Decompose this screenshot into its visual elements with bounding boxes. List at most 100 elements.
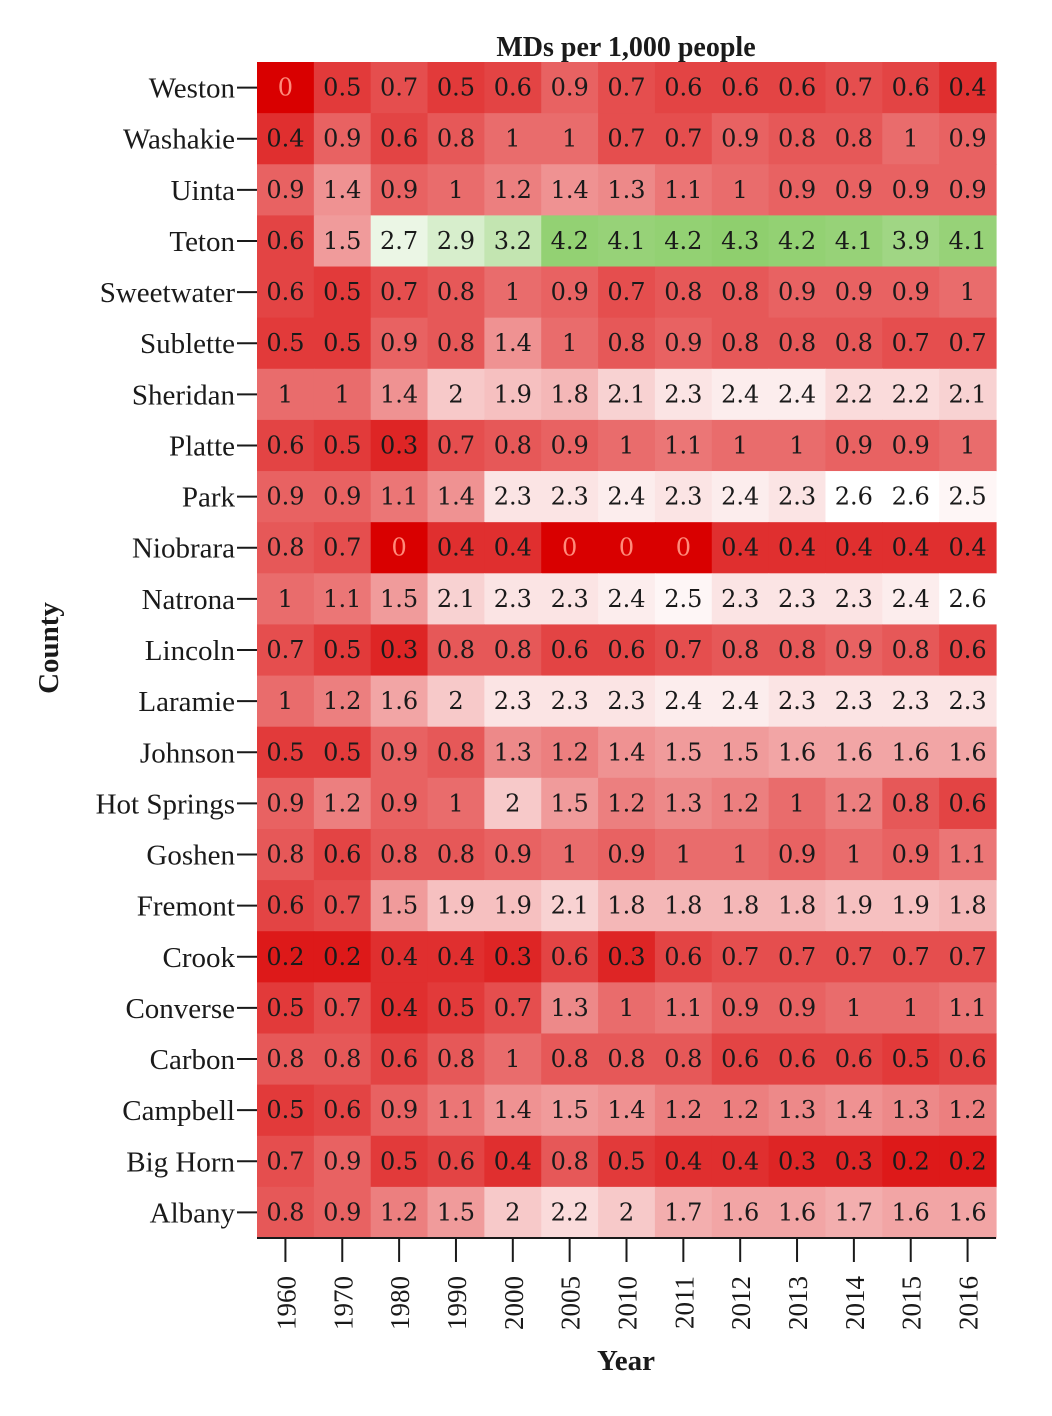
heatmap-cell <box>370 880 429 932</box>
cell-value-label: 0.7 <box>778 943 816 971</box>
cell-value-label: 2.3 <box>551 483 589 511</box>
heatmap-cell <box>939 828 997 881</box>
cell-value-label: 0.6 <box>266 892 304 920</box>
heatmap-cell <box>427 1135 485 1188</box>
heatmap-cell <box>939 1084 997 1137</box>
cell-value-label: 2.3 <box>778 687 816 715</box>
cell-value-label: 0.4 <box>948 74 986 102</box>
heatmap-cell <box>598 777 656 830</box>
cell-value-label: 2.3 <box>835 585 873 613</box>
cell-value-label: 0.9 <box>323 1147 361 1175</box>
heatmap-cell <box>939 880 997 932</box>
heatmap-cell <box>882 164 940 216</box>
heatmap-cell <box>711 1135 770 1188</box>
heatmap-cell <box>654 164 713 216</box>
cell-value-label: 1.2 <box>551 738 589 766</box>
heatmap-cell <box>882 368 940 421</box>
heatmap-cell <box>484 931 542 983</box>
cell-value-label: 0.6 <box>607 636 645 664</box>
cell-value-label: 0.5 <box>607 1147 645 1175</box>
heatmap-cell <box>711 828 770 881</box>
cell-value-label: 0.4 <box>664 1147 702 1175</box>
cell-value-label: 0.6 <box>664 74 702 102</box>
cell-value-label: 1.7 <box>664 1198 702 1226</box>
cell-value-label: 2.4 <box>778 380 816 408</box>
heatmap-cell <box>711 573 770 626</box>
chart-title: MDs per 1,000 people <box>496 32 755 63</box>
heatmap-cell <box>711 1033 770 1086</box>
county-label: Johnson <box>140 737 236 769</box>
cell-value-label: 1.9 <box>494 380 532 408</box>
cell-value-label: 0.7 <box>607 278 645 306</box>
cell-value-label: 1.4 <box>835 1096 873 1124</box>
heatmap-cell <box>370 1186 429 1239</box>
cell-value-label: 2.2 <box>551 1198 589 1226</box>
heatmap-cell <box>654 368 713 421</box>
cell-value-label: 0.9 <box>721 125 759 153</box>
heatmap-cell <box>939 62 997 114</box>
y-axis-title: County <box>33 602 65 694</box>
heatmap-cell <box>711 675 770 728</box>
heatmap-cell <box>313 828 372 881</box>
year-label: 2013 <box>783 1276 813 1330</box>
cell-value-label: 0.5 <box>892 1045 930 1073</box>
cell-value-label: 0.7 <box>323 994 361 1022</box>
heatmap-cell <box>598 1033 656 1086</box>
cell-value-label: 1.4 <box>607 738 645 766</box>
cell-value-label: 0.8 <box>494 636 532 664</box>
cell-value-label: 0.5 <box>437 994 475 1022</box>
heatmap-cell <box>654 828 713 881</box>
cell-value-label: 0.9 <box>494 841 532 869</box>
heatmap-cell <box>882 982 940 1035</box>
heatmap-cell <box>939 1033 997 1086</box>
cell-value-label: 1.9 <box>892 892 930 920</box>
heatmap-cell <box>313 880 372 932</box>
cell-value-label: 0.9 <box>835 176 873 204</box>
cell-value-label: 0.2 <box>323 943 361 971</box>
cell-value-label: 1.9 <box>835 892 873 920</box>
heatmap-cell <box>427 1186 485 1239</box>
heatmap-cell <box>484 726 542 779</box>
heatmap-cell <box>313 982 372 1035</box>
heatmap-cell <box>711 624 770 677</box>
cell-value-label: 1.6 <box>380 687 418 715</box>
cell-value-label: 0.9 <box>778 994 816 1022</box>
year-label: 1970 <box>328 1276 358 1330</box>
heatmap-cell <box>257 1084 315 1137</box>
heatmap-cell <box>939 777 997 830</box>
heatmap-cell <box>370 1135 429 1188</box>
heatmap-cell <box>825 113 883 165</box>
cell-value-label: 1.8 <box>721 892 759 920</box>
year-label: 2015 <box>897 1276 927 1330</box>
cell-value-label: 2.6 <box>948 585 986 613</box>
heatmap-cell <box>427 317 485 370</box>
cell-value-label: 0.7 <box>380 74 418 102</box>
cell-value-label: 1 <box>733 841 748 869</box>
heatmap-cell <box>484 471 542 523</box>
cell-value-label: 0.8 <box>437 738 475 766</box>
cell-value-label: 1.1 <box>380 483 418 511</box>
heatmap-cell <box>768 726 827 779</box>
heatmap-cell <box>427 880 485 932</box>
heatmap-cell <box>427 113 485 165</box>
cell-value-label: 0.5 <box>323 278 361 306</box>
cell-value-label: 0.9 <box>266 483 304 511</box>
county-label: Campbell <box>122 1095 235 1127</box>
cell-value-label: 0.9 <box>607 841 645 869</box>
heatmap-cell <box>484 215 542 268</box>
cell-value-label: 2.4 <box>721 483 759 511</box>
heatmap-cell <box>768 1135 827 1188</box>
cell-value-label: 2.1 <box>607 380 645 408</box>
cell-value-label: 0.9 <box>551 278 589 306</box>
heatmap-cell <box>598 1186 656 1239</box>
heatmap-cell <box>484 1084 542 1137</box>
year-label: 2000 <box>499 1276 529 1330</box>
heatmap-cell <box>541 419 599 472</box>
cell-value-label: 0.9 <box>948 125 986 153</box>
heatmap-cell <box>882 419 940 472</box>
cell-value-label: 2.9 <box>437 227 475 255</box>
heatmap-cell <box>541 471 599 523</box>
heatmap-cell <box>427 419 485 472</box>
heatmap-cell <box>654 624 713 677</box>
heatmap-cell <box>768 624 827 677</box>
